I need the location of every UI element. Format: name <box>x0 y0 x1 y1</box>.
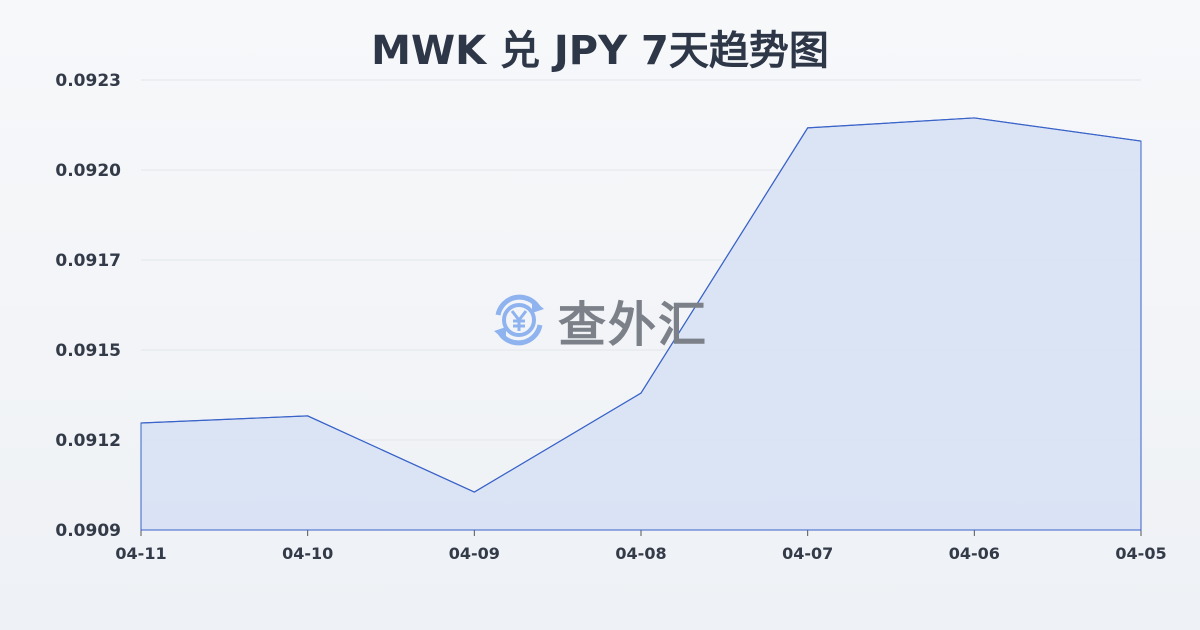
y-tick-label: 0.0923 <box>55 71 121 91</box>
yen-exchange-icon <box>494 294 544 346</box>
y-tick-label: 0.0920 <box>55 161 121 181</box>
y-tick-label: 0.0917 <box>55 251 121 271</box>
x-tick-label: 04-07 <box>782 544 833 563</box>
x-tick-label: 04-06 <box>949 544 1000 563</box>
watermark: 查外汇 <box>488 285 708 355</box>
x-tick-label: 04-11 <box>115 544 166 563</box>
y-tick-label: 0.0909 <box>55 521 121 541</box>
x-axis: 04-11 04-10 04-09 04-08 04-07 04-06 04-05 <box>115 530 1167 563</box>
x-tick-label: 04-09 <box>449 544 500 563</box>
y-tick-label: 0.0912 <box>55 431 121 451</box>
watermark-text: 查外汇 <box>558 297 709 353</box>
y-axis: 0.0909 0.0912 0.0915 0.0917 0.0920 0.0923 <box>55 71 121 541</box>
x-tick-label: 04-05 <box>1115 544 1166 563</box>
x-tick-label: 04-08 <box>615 544 666 563</box>
y-tick-label: 0.0915 <box>55 341 121 361</box>
x-tick-label: 04-10 <box>282 544 333 563</box>
chart-title: MWK 兑 JPY 7天趋势图 <box>371 28 829 74</box>
